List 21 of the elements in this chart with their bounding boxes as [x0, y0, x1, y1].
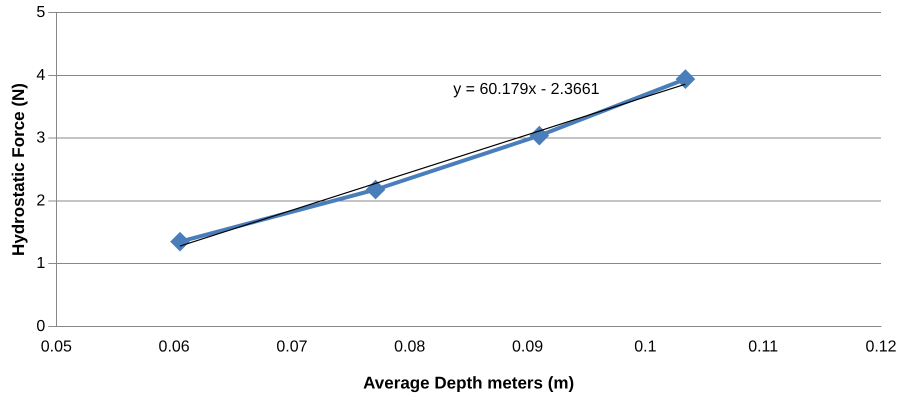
y-tick-label: 3	[36, 130, 46, 147]
y-tick-label: 1	[36, 255, 46, 272]
y-tick-label: 2	[36, 192, 46, 210]
point	[366, 180, 385, 199]
x-tick-label: 0.07	[276, 338, 308, 356]
x-tick-label: 0.08	[394, 338, 426, 356]
y-tick-label: 0	[36, 318, 46, 335]
point	[530, 126, 548, 145]
x-tick-label: 0.06	[158, 338, 190, 356]
x-tick-label: 0.12	[865, 338, 897, 356]
point	[171, 232, 190, 251]
annotation: y = 60.179x - 2.3661	[453, 80, 600, 98]
y-axis-title: Hydrostatic Force (N)	[8, 83, 28, 256]
point	[676, 70, 694, 88]
x-tick-label: 0.05	[40, 338, 72, 356]
y-tick-label: 4	[36, 66, 46, 84]
y-tick-label: 5	[36, 4, 46, 22]
x-tick-label: 0.1	[634, 338, 657, 356]
x-tick-label: 0.09	[512, 338, 544, 356]
x-tick-label: 0.11	[748, 338, 778, 356]
x-axis-title: Average Depth meters (m)	[363, 373, 574, 392]
